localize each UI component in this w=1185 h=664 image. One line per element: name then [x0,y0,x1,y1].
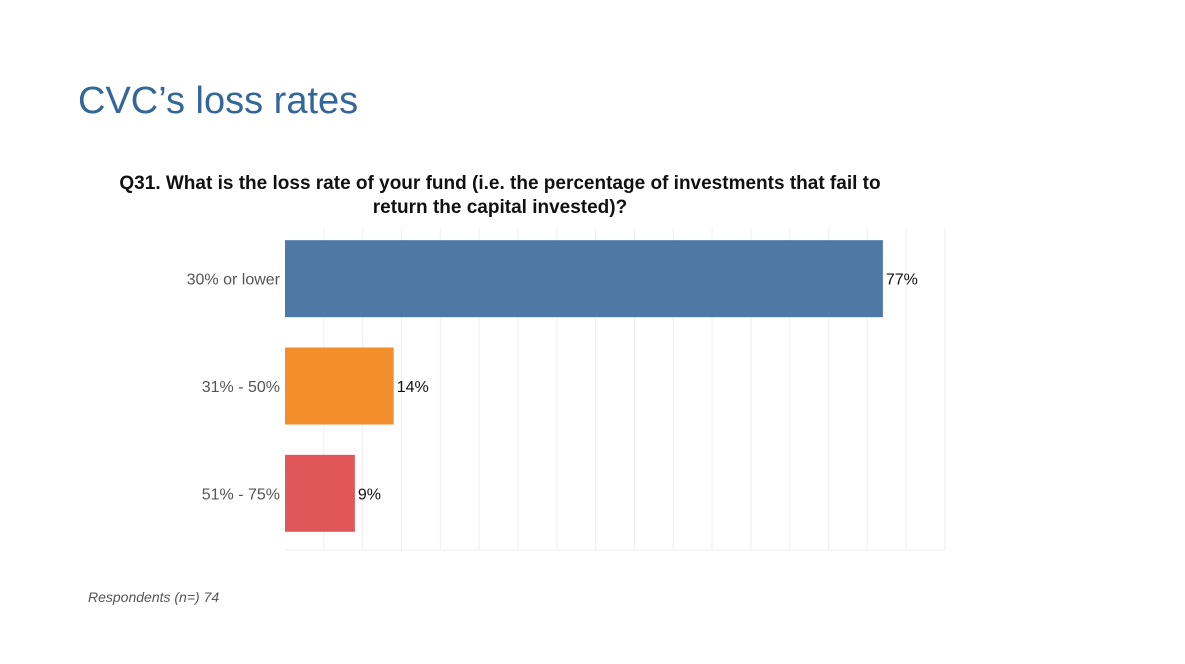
data-label: 77% [886,272,918,289]
category-label: 30% or lower [187,272,281,289]
category-label: 31% - 50% [202,379,280,396]
chart-title: Q31. What is the loss rate of your fund … [60,172,940,220]
bar-2 [285,347,394,425]
data-label: 14% [397,379,429,396]
chart-title-line-1: Q31. What is the loss rate of your fund … [119,173,881,194]
category-label: 51% - 75% [202,486,280,503]
bar-3 [285,454,355,532]
data-label: 9% [358,486,381,503]
bar-1 [285,240,883,318]
respondents-footnote: Respondents (n=) 74 [88,589,220,605]
slide-title: CVC’s loss rates [78,80,359,122]
chart-title-line-2: return the capital invested)? [372,197,628,218]
